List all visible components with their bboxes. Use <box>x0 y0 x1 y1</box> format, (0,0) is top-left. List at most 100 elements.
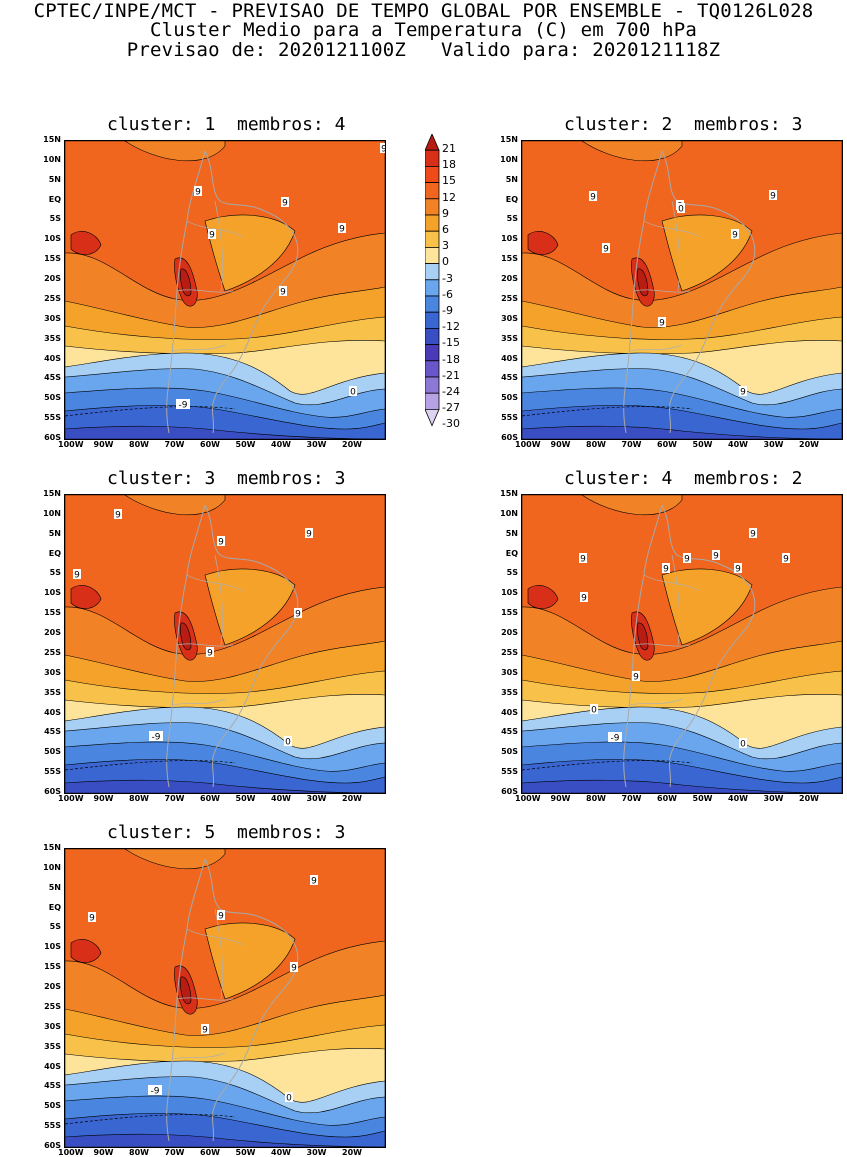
lat-tick-label: 10N <box>500 508 518 518</box>
lat-tick-label: 35S <box>44 687 61 697</box>
lon-tick-label: 20W <box>799 794 819 803</box>
colorbar-swatch <box>425 311 440 329</box>
header-line-2: Cluster Medio para a Temperatura (C) em … <box>149 19 698 41</box>
svg-text:9: 9 <box>713 552 719 562</box>
contour-label: 9 <box>658 317 666 329</box>
lat-tick-label: 5S <box>49 568 61 578</box>
hot-spot-west <box>70 585 102 609</box>
lat-tick-label: 10N <box>500 154 518 164</box>
contour-label: 9 <box>749 528 757 540</box>
lon-tick-label: 60W <box>657 440 677 449</box>
map-frame: 9 9 9 9 9 9 9 9 9 0 -9 0 <box>521 494 843 794</box>
svg-text:9: 9 <box>207 649 213 659</box>
lon-tick-label: 30W <box>306 440 327 449</box>
lon-tick-label: 30W <box>306 1148 327 1157</box>
lat-tick-label: 15S <box>501 254 518 264</box>
colorbar-swatch <box>425 409 440 427</box>
contour-label: 9 <box>206 647 214 659</box>
lat-tick-label: 25S <box>44 647 61 657</box>
contour-label: 0 <box>739 738 747 750</box>
lat-tick-label: 10S <box>44 588 61 598</box>
lon-tick-label: 50W <box>692 794 713 803</box>
lat-tick-label: 50S <box>501 747 518 757</box>
band-m12 <box>64 779 386 794</box>
svg-text:9: 9 <box>202 1026 208 1036</box>
contour-label: 0 <box>349 386 357 398</box>
contour-label: -9 <box>608 732 622 744</box>
svg-text:9: 9 <box>770 192 776 202</box>
contour-dashed <box>64 1114 236 1125</box>
svg-text:9: 9 <box>659 319 665 329</box>
svg-text:9: 9 <box>295 610 301 620</box>
lat-tick-label: 50S <box>44 1101 61 1111</box>
lon-tick-label: 70W <box>164 1148 185 1157</box>
svg-text:0: 0 <box>286 1094 292 1104</box>
svg-text:9: 9 <box>684 555 690 565</box>
lat-tick-label: 40S <box>44 353 61 363</box>
lat-tick-label: 30S <box>501 313 518 323</box>
contour-label: 9 <box>731 229 739 241</box>
svg-text:9: 9 <box>291 964 297 974</box>
contour-label: 9 <box>208 229 216 241</box>
contour-label: 9 <box>217 910 225 922</box>
lon-tick-label: 60W <box>200 794 220 803</box>
lat-tick-label: 55S <box>44 413 61 423</box>
lat-tick-label: 15N <box>500 135 518 144</box>
lat-tick-label: 45S <box>501 373 518 383</box>
lat-tick-label: 60S <box>501 787 518 796</box>
svg-text:9: 9 <box>750 530 756 540</box>
contour-label: 9 <box>782 553 790 565</box>
colorbar-swatch <box>425 344 440 362</box>
hot-spot-west <box>70 939 102 963</box>
contour-label: 9 <box>712 550 720 562</box>
svg-text:9: 9 <box>381 145 385 155</box>
colorbar-swatch <box>425 327 440 345</box>
lat-tick-label: 15N <box>500 489 518 498</box>
colorbar-level-label: 9 <box>442 206 449 220</box>
contour-label: 9 <box>114 509 122 521</box>
hot-core-18 <box>180 268 192 297</box>
lat-tick-label: EQ <box>48 194 61 204</box>
colorbar-swatch <box>425 263 440 281</box>
contour-label: 0 <box>590 704 598 716</box>
lon-tick-label: 50W <box>235 440 256 449</box>
lon-tick-label: 70W <box>621 794 642 803</box>
colorbar-swatch <box>425 392 440 410</box>
svg-text:9: 9 <box>74 571 80 581</box>
band-m12 <box>521 779 843 794</box>
lat-tick-label: 20S <box>501 628 518 638</box>
lat-tick-label: 30S <box>44 667 61 677</box>
colorbar-level-label: -3 <box>442 271 453 285</box>
colorbar-level-label: 18 <box>442 158 456 172</box>
lat-tick-label: 15S <box>44 254 61 264</box>
lon-tick-label: 60W <box>200 1148 220 1157</box>
lon-tick-label: 80W <box>129 440 149 449</box>
lat-tick-label: 60S <box>44 787 61 796</box>
lon-tick-label: 80W <box>129 1148 149 1157</box>
lat-tick-label: 25S <box>44 293 61 303</box>
hot-core-18 <box>637 622 649 651</box>
svg-text:9: 9 <box>603 245 609 255</box>
lat-tick-label: 5N <box>48 882 61 892</box>
contour-label: 9 <box>338 223 346 235</box>
contour-label: 9 <box>201 1024 209 1036</box>
map-frame: 9 9 9 9 9 9 0 -9 <box>64 140 388 440</box>
panel-title: cluster: 5 membros: 3 <box>107 822 346 843</box>
hot-spot-west <box>527 585 559 609</box>
lat-tick-label: 45S <box>44 1081 61 1091</box>
contour-label: 9 <box>579 553 587 565</box>
lat-tick-label: 15N <box>43 489 61 498</box>
lon-tick-label: 20W <box>799 440 819 449</box>
band-6-inland <box>204 922 296 1000</box>
contour-label: 9 <box>662 563 670 575</box>
lon-tick-label: 40W <box>271 440 291 449</box>
contour-label: 9 <box>294 608 302 620</box>
colorbar-swatch <box>425 295 440 313</box>
lon-tick-label: 50W <box>235 1148 256 1157</box>
lat-tick-label: 35S <box>44 1041 61 1051</box>
colorbar-swatch <box>425 279 440 297</box>
temperature-map: 9 9 9 9 9 9 9 9 9 0 -9 0 <box>521 494 843 794</box>
colorbar-level-label: 3 <box>442 239 449 253</box>
lat-tick-label: 10S <box>501 234 518 244</box>
lat-tick-label: 45S <box>44 727 61 737</box>
